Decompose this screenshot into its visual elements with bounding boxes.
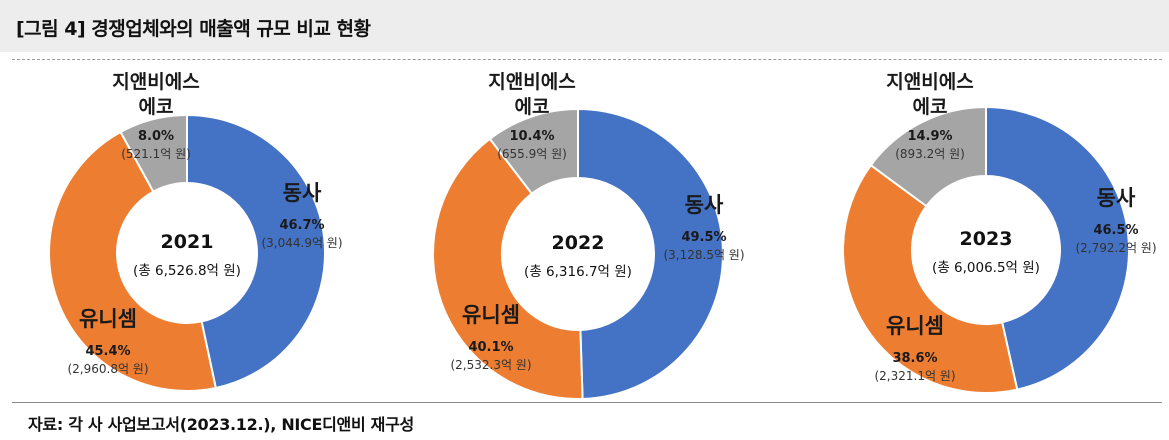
- slice-name-label: 유니셈: [886, 314, 944, 338]
- slice-name-label: 에코: [913, 96, 948, 118]
- slice-gnbs-eco-2022: [488, 107, 579, 196]
- slice-value-label: (893.2억 원): [895, 147, 965, 161]
- bottom-divider: [12, 402, 1162, 403]
- slice-percent-label: 45.4%: [85, 344, 130, 359]
- center-year-label: 2023: [960, 228, 1013, 250]
- slice-value-label: (655.9억 원): [497, 147, 567, 161]
- slice-gnbs-eco-2021: [119, 113, 188, 193]
- slice-percent-label: 46.5%: [1093, 223, 1138, 238]
- slice-name-label: 에코: [515, 96, 550, 118]
- slice-percent-label: 40.1%: [468, 340, 513, 355]
- slice-value-label: (2,960.8억 원): [67, 362, 148, 376]
- center-year-label: 2021: [161, 231, 214, 253]
- center-year-label: 2022: [552, 232, 605, 254]
- slice-gnbs-eco-2023: [869, 105, 987, 208]
- slice-name-label: 동사: [283, 181, 322, 205]
- slice-percent-label: 14.9%: [907, 129, 952, 144]
- slice-name-label: 지앤비에스: [488, 71, 575, 93]
- center-total-label: (총 6,526.8억 원): [133, 263, 241, 279]
- slice-value-label: (3,128.5억 원): [663, 248, 744, 262]
- slice-percent-label: 46.7%: [279, 218, 324, 233]
- slice-value-label: (3,044.9억 원): [261, 236, 342, 250]
- slice-percent-label: 49.5%: [681, 230, 726, 245]
- slice-value-label: (2,532.3억 원): [450, 358, 531, 372]
- donut-chart-2022: 2022 (총 6,316.7억 원) 동사 49.5% (3,128.5억 원) 유니셈…: [432, 71, 745, 400]
- slice-name-label: 동사: [685, 193, 724, 217]
- slice-dongsa-2023: [985, 105, 1130, 391]
- slice-value-label: (2,321.1억 원): [874, 369, 955, 383]
- donut-chart-2021: 2021 (총 6,526.8억 원) 동사 46.7% (3,044.9억 원) 유니셈…: [48, 71, 343, 392]
- slice-value-label: (521.1억 원): [121, 147, 191, 161]
- slice-name-label: 유니셈: [79, 307, 137, 331]
- slice-unisem-2022: [432, 137, 584, 400]
- source-note: 자료: 각 사 사업보고서(2023.12.), NICE디앤비 재구성: [28, 415, 414, 434]
- figure-title: [그림 4] 경쟁업체와의 매출액 규모 비교 현황: [16, 18, 371, 40]
- slice-percent-label: 10.4%: [509, 129, 554, 144]
- slice-name-label: 유니셈: [462, 303, 520, 327]
- donut-chart-2023: 2023 (총 6,006.5억 원) 동사 46.5% (2,792.2억 원) 유니셈…: [842, 71, 1157, 394]
- title-band: [0, 0, 1169, 52]
- slice-unisem-2021: [48, 130, 217, 392]
- slice-unisem-2023: [842, 163, 1019, 394]
- center-total-label: (총 6,006.5억 원): [932, 260, 1040, 276]
- slice-percent-label: 8.0%: [138, 129, 174, 144]
- slice-value-label: (2,792.2억 원): [1075, 241, 1156, 255]
- donut-charts: 2021 (총 6,526.8억 원) 동사 46.7% (3,044.9억 원) 유니셈…: [48, 71, 1157, 400]
- slice-name-label: 지앤비에스: [112, 71, 199, 93]
- slice-name-label: 동사: [1097, 186, 1136, 210]
- slice-name-label: 지앤비에스: [886, 71, 973, 93]
- center-total-label: (총 6,316.7억 원): [524, 264, 632, 280]
- slice-percent-label: 38.6%: [892, 351, 937, 366]
- slice-name-label: 에코: [139, 96, 174, 118]
- slice-dongsa-2022: [577, 107, 724, 400]
- top-divider: [12, 59, 1162, 60]
- slice-dongsa-2021: [186, 113, 326, 390]
